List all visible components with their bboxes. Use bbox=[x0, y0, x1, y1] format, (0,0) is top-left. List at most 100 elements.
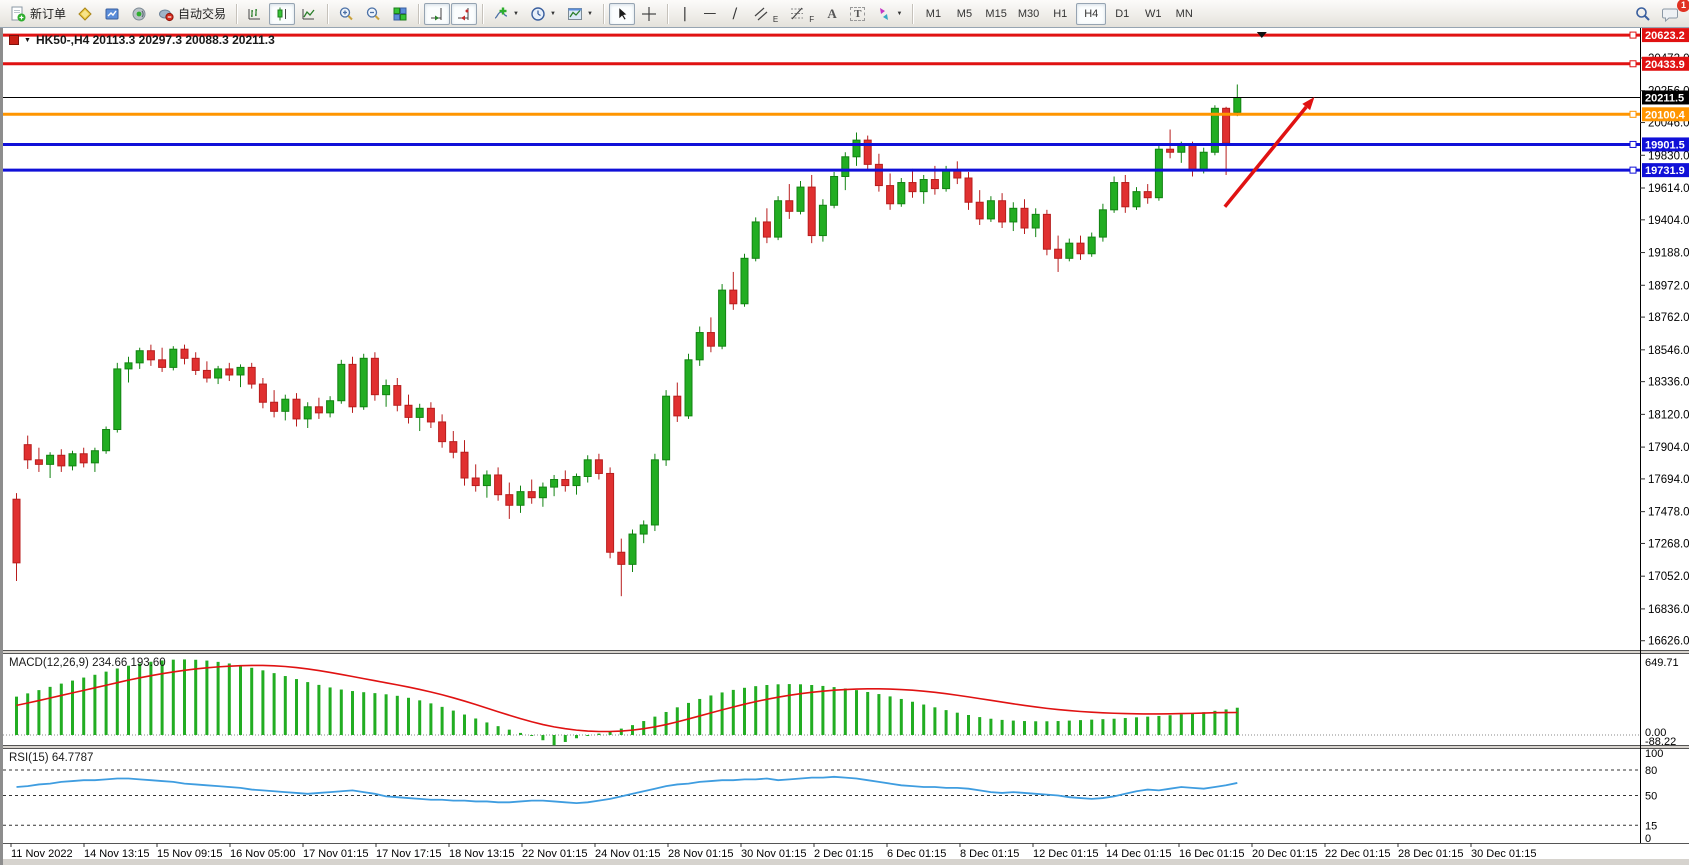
trend-arrow-annotation[interactable] bbox=[1223, 96, 1315, 208]
periods-button[interactable]: ▼ bbox=[525, 3, 561, 25]
macd-histogram-bar bbox=[664, 711, 668, 735]
macd-histogram-bar bbox=[295, 679, 298, 735]
line-anchor-handle[interactable] bbox=[1629, 140, 1637, 148]
timeframe-m5-button[interactable]: M5 bbox=[956, 7, 973, 20]
time-axis[interactable]: 11 Nov 2022 14 Nov 13:15 15 Nov 09:15 16 No… bbox=[10, 843, 1536, 860]
horizontal-lines: 20623.2 20433.9 20211.5 20100.4 19901.5 19731… bbox=[3, 28, 1689, 178]
new-order-button[interactable]: 新订单 bbox=[5, 3, 71, 25]
toolbar-separator bbox=[327, 3, 329, 24]
zoom-out-button[interactable] bbox=[360, 3, 386, 25]
line-chart-mode-button[interactable] bbox=[296, 3, 322, 25]
channel-tool-button[interactable]: E bbox=[748, 3, 783, 25]
line-anchor-handle[interactable] bbox=[1629, 166, 1637, 174]
line-anchor-handle[interactable] bbox=[1629, 31, 1637, 39]
candle bbox=[964, 177, 973, 203]
trendline-tool-button[interactable]: / bbox=[723, 3, 747, 25]
rsi-indicator-label: RSI(15) 64.7787 bbox=[9, 752, 94, 764]
price-label-box bbox=[1642, 163, 1689, 178]
candle bbox=[617, 551, 626, 565]
time-tick-label: 28 Nov 01:15 bbox=[668, 848, 733, 860]
macd-max-label: 649.71 bbox=[1645, 657, 1679, 669]
chevron-down-icon[interactable]: ▼ bbox=[586, 10, 593, 17]
text-label-tool-button[interactable]: T bbox=[845, 3, 870, 25]
text-tool-button[interactable]: A bbox=[820, 3, 844, 25]
market-watch-button[interactable] bbox=[99, 3, 125, 25]
chevron-down-icon[interactable]: ▼ bbox=[896, 10, 903, 17]
candle bbox=[494, 474, 503, 496]
pane-splitter[interactable] bbox=[3, 745, 1689, 749]
zoom-in-button[interactable] bbox=[333, 3, 359, 25]
timeframe-h1-button[interactable]: H1 bbox=[1053, 7, 1068, 20]
candle bbox=[1166, 148, 1175, 153]
vertical-line-tool-button[interactable]: | bbox=[673, 3, 697, 25]
chart-window-icon[interactable] bbox=[9, 35, 19, 45]
macd-histogram-bar bbox=[720, 692, 724, 735]
macd-pane: 649.71 0.00-88.22 bbox=[3, 657, 1679, 748]
chart-canvas[interactable]: 20472.020256.020046.019830.019614.019404… bbox=[3, 28, 1689, 865]
bar-chart-mode-icon bbox=[248, 8, 261, 19]
horizontal-line-tool-button[interactable]: — bbox=[698, 3, 722, 25]
timeframe-w1-button[interactable]: W1 bbox=[1144, 7, 1162, 20]
macd-histogram-bar bbox=[754, 686, 758, 735]
candle bbox=[1121, 182, 1130, 208]
candle bbox=[482, 474, 491, 487]
signals-button[interactable] bbox=[126, 3, 152, 25]
timeframe-m15-button[interactable]: M15 bbox=[985, 7, 1007, 20]
toolbar-separator bbox=[418, 3, 420, 24]
time-marker-icon bbox=[1256, 32, 1267, 38]
line-anchor-handle[interactable] bbox=[1629, 110, 1637, 118]
styler-button[interactable] bbox=[72, 3, 98, 25]
price-tick-label: 18546.0 bbox=[1648, 345, 1689, 357]
timeframe-m1-button[interactable]: M1 bbox=[925, 7, 942, 20]
chart-title: HK50-,H4 20113.3 20297.3 20088.3 20211.3 bbox=[35, 33, 275, 47]
price-tick-label: 16836.0 bbox=[1648, 604, 1689, 616]
price-tick-label: 17052.0 bbox=[1648, 571, 1689, 583]
macd-histogram-bar bbox=[888, 696, 892, 735]
macd-histogram-bar bbox=[1191, 713, 1194, 735]
macd-histogram-bar bbox=[978, 717, 982, 735]
macd-histogram-bar bbox=[507, 729, 511, 735]
candle bbox=[908, 182, 917, 193]
templates-button[interactable]: ▼ bbox=[562, 3, 598, 25]
tile-windows-button[interactable] bbox=[387, 3, 413, 25]
timeframe-d1-button[interactable]: D1 bbox=[1115, 7, 1130, 20]
macd-histogram-bar bbox=[339, 689, 343, 735]
search-button[interactable] bbox=[1630, 3, 1656, 25]
fibonacci-tool-button[interactable]: F bbox=[784, 3, 819, 25]
notifications-button[interactable]: 1 bbox=[1657, 0, 1689, 25]
macd-histogram-bar bbox=[911, 701, 914, 735]
macd-histogram-bar bbox=[149, 661, 153, 735]
line-anchor-handle[interactable] bbox=[1629, 60, 1637, 68]
arrows-tool-button[interactable]: ▼ bbox=[871, 3, 907, 25]
timeframe-m30-button[interactable]: M30 bbox=[1017, 7, 1040, 20]
candle bbox=[639, 524, 648, 535]
indicators-button[interactable]: ▼ bbox=[488, 3, 524, 25]
macd-histogram-bar bbox=[239, 665, 242, 735]
candle bbox=[382, 385, 391, 396]
rsi-axis-label: 50 bbox=[1645, 791, 1657, 803]
timeframe-mn-button[interactable]: MN bbox=[1175, 7, 1193, 20]
cursor-tool-button[interactable] bbox=[608, 2, 635, 25]
macd-histogram-bar bbox=[1224, 709, 1228, 735]
cursor-icon bbox=[618, 6, 628, 20]
bar-chart-mode-button[interactable] bbox=[242, 3, 268, 25]
candle bbox=[841, 156, 850, 177]
candles bbox=[12, 84, 1242, 597]
pane-splitter[interactable] bbox=[3, 650, 1689, 654]
candle bbox=[236, 366, 245, 376]
macd-histogram-bar bbox=[171, 659, 175, 735]
candlestick-mode-button[interactable] bbox=[269, 2, 296, 25]
channel-sub-label: E bbox=[772, 14, 779, 24]
crosshair-tool-button[interactable] bbox=[636, 3, 662, 25]
toolbar-separator bbox=[236, 3, 238, 24]
auto-scroll-button[interactable] bbox=[424, 2, 451, 25]
chevron-down-icon[interactable]: ▼ bbox=[513, 10, 519, 17]
timeframe-h4-button[interactable]: H4 bbox=[1076, 2, 1107, 25]
auto-trading-button[interactable]: 自动交易 bbox=[153, 3, 231, 25]
chart-shift-button[interactable] bbox=[451, 2, 478, 25]
chevron-down-icon[interactable]: ▼ bbox=[549, 10, 556, 17]
candle bbox=[527, 491, 536, 499]
macd-histogram-bar bbox=[1067, 720, 1071, 735]
chevron-down-icon[interactable]: ▼ bbox=[24, 36, 31, 44]
